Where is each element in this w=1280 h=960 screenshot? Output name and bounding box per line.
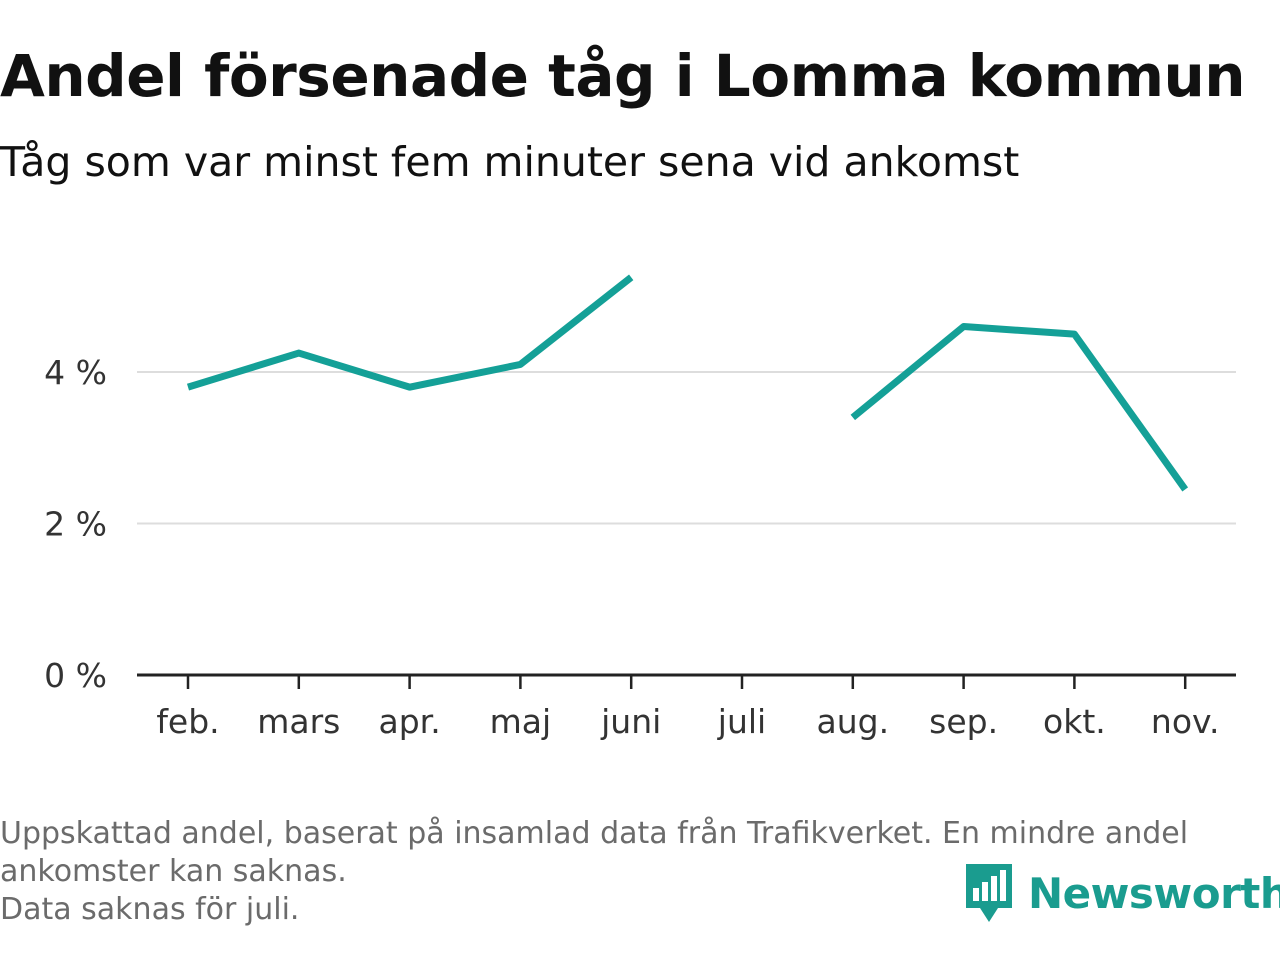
x-tick-label: aug. [817,702,890,741]
x-tick-label: feb. [156,702,219,741]
x-tick-label: okt. [1043,702,1106,741]
x-tick-label: sep. [929,702,998,741]
chart-subtitle: Tåg som var minst fem minuter sena vid a… [0,138,1020,186]
line-chart: 0 % 2 % 4 % feb. mars apr. maj juni juli aug. sep.… [44,274,1236,741]
footnote-line-1: Uppskattad andel, baserat på insamlad da… [0,816,1189,851]
brand-logo: Newsworthy [964,862,1280,924]
x-tick-label: nov. [1151,702,1220,741]
x-tick-label: maj [490,702,552,741]
y-tick-label: 2 % [44,505,107,544]
series-line [850,323,1189,492]
chart-title: Andel försenade tåg i Lomma kommun [0,42,1246,110]
footnote: Uppskattad andel, baserat på insamlad da… [0,815,1270,929]
x-tick-label: juli [717,702,766,741]
x-tick-label: apr. [378,702,440,741]
y-tick-label: 4 % [44,353,107,392]
brand-name: Newsworthy [1028,868,1280,918]
x-tick-label: juni [600,702,661,741]
series-line [186,274,634,391]
newsworthy-logo-icon [966,864,1012,922]
footnote-line-2: ankomster kan saknas. [0,854,347,889]
footnote-line-3: Data saknas för juli. [0,892,300,927]
y-tick-label: 0 % [44,656,107,695]
x-tick-label: mars [257,702,340,741]
